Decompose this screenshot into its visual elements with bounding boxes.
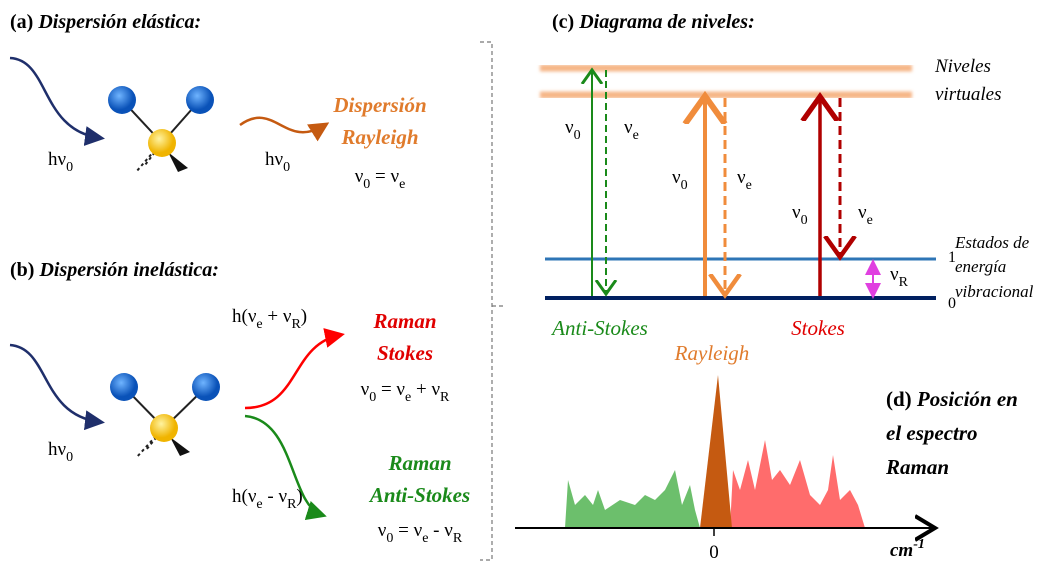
panel-label: (b) Dispersión inelástica: <box>10 259 219 281</box>
text-segment: + ν <box>263 306 292 327</box>
text-segment: 0 <box>363 177 370 192</box>
nu-label: ν0 <box>565 117 581 143</box>
panel-label: (d) Posición en <box>886 387 1018 411</box>
outgoing-photon <box>240 118 325 132</box>
panel-label: (c) Diagrama de niveles: <box>552 11 755 33</box>
photon-label: hν0 <box>48 149 73 175</box>
text-segment: e <box>867 213 873 228</box>
state-label: vibracional <box>955 282 1034 301</box>
process-name: Raman <box>387 451 451 475</box>
equation: ν0 = νe - νR <box>378 520 463 546</box>
panel-title: Raman <box>885 455 949 479</box>
nu-label: νe <box>624 117 639 143</box>
process-name: Dispersión <box>332 93 426 117</box>
nu-label: νe <box>858 202 873 228</box>
zero-label: 0 <box>709 542 719 563</box>
anti-stokes-band <box>565 470 700 528</box>
page: (a) Dispersión elástica: hν0 hν0 Dispers… <box>0 0 1061 564</box>
state-label: energía <box>955 257 1006 276</box>
text-segment: + ν <box>411 379 440 400</box>
molecule <box>108 86 214 172</box>
stokes-band <box>730 440 865 528</box>
stokes-label: Stokes <box>791 316 845 340</box>
text-segment: = ν <box>370 166 399 187</box>
level-label: 0 <box>948 295 956 312</box>
text-segment: e <box>746 178 752 193</box>
anti-stokes-label: Anti-Stokes <box>550 316 648 340</box>
text-segment: 0 <box>283 160 290 175</box>
text-segment: h(ν <box>232 486 257 507</box>
nu-label: ν0 <box>792 202 808 228</box>
virtual-label: virtuales <box>935 84 1002 105</box>
bracket <box>480 42 506 560</box>
nu-label: νe <box>737 167 752 193</box>
process-name: Anti-Stokes <box>368 483 470 507</box>
text-segment: h(ν <box>232 306 257 327</box>
text-segment: ) <box>301 306 307 327</box>
text-segment: e <box>633 128 639 143</box>
incoming-photon <box>10 58 100 138</box>
nu-label: ν0 <box>672 167 688 193</box>
text-segment: - ν <box>263 486 288 507</box>
virtual-label: Niveles <box>934 56 991 77</box>
photon-label: hν0 <box>265 149 290 175</box>
text-segment: = ν <box>376 379 405 400</box>
text-segment: hν <box>265 149 284 170</box>
equation: ν0 = νe + νR <box>361 379 450 405</box>
text-segment: 0 <box>386 531 393 546</box>
photon-label: h(νe + νR) <box>232 306 307 332</box>
text-segment: 0 <box>369 390 376 405</box>
text-segment: hν <box>48 439 67 460</box>
level-label: 1 <box>948 249 956 266</box>
process-name: Rayleigh <box>341 125 419 149</box>
panel-label: (a) Dispersión elástica: <box>10 11 201 33</box>
text-segment: 0 <box>801 213 808 228</box>
text-segment: = ν <box>393 520 422 541</box>
virtual-levels <box>540 68 912 95</box>
axis-unit: cm-1 <box>890 537 925 561</box>
text-segment: R <box>440 390 450 405</box>
nu-label: νR <box>890 264 909 290</box>
process-name: Stokes <box>377 341 433 365</box>
rayleigh-label: Rayleigh <box>674 341 750 365</box>
text-segment: 0 <box>66 160 73 175</box>
process-name: Raman <box>372 309 436 333</box>
text-segment: - ν <box>428 520 453 541</box>
text-segment: e <box>399 177 405 192</box>
text-segment: -1 <box>913 537 925 552</box>
text-segment: R <box>899 275 909 290</box>
text-segment: hν <box>48 149 67 170</box>
diagram: (a) Dispersión elástica: hν0 hν0 Dispers… <box>0 0 1061 564</box>
text-segment: cm <box>890 540 913 561</box>
photon-label: h(νe - νR) <box>232 486 303 512</box>
text-segment: 0 <box>574 128 581 143</box>
molecule <box>110 373 220 458</box>
stokes-photon <box>245 335 340 408</box>
text-segment: 0 <box>66 450 73 465</box>
text-segment: 0 <box>681 178 688 193</box>
state-label: Estados de <box>954 233 1030 252</box>
incoming-photon <box>10 345 100 422</box>
panel-title: el espectro <box>886 421 978 445</box>
text-segment: R <box>453 531 463 546</box>
photon-label: hν0 <box>48 439 73 465</box>
text-segment: ) <box>296 486 302 507</box>
transition-arrows <box>592 70 873 296</box>
equation: ν0 = νe <box>355 166 406 192</box>
rayleigh-peak <box>700 375 732 528</box>
